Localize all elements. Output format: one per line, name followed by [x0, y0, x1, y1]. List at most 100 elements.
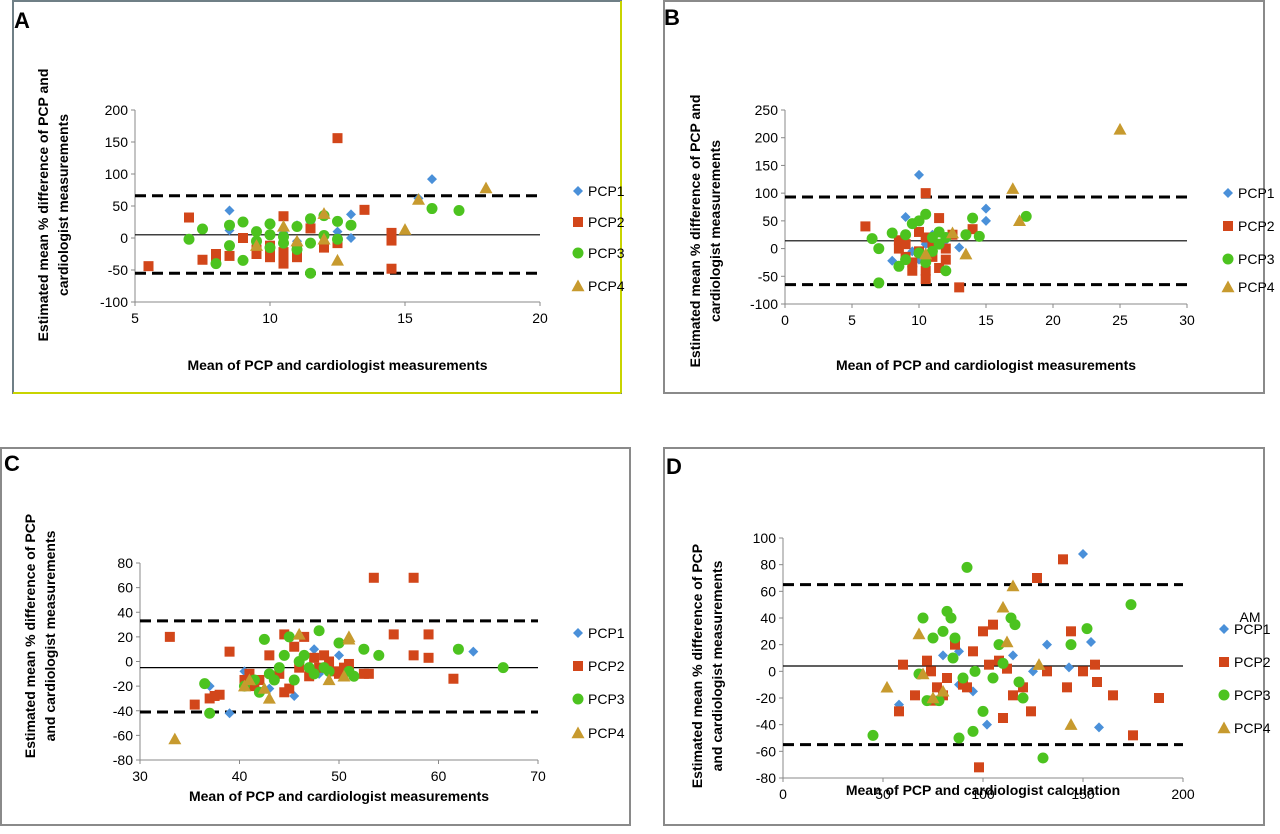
panel-d-pcp3-point [969, 665, 981, 677]
panel-d-legend-pcp4-marker [1217, 721, 1231, 734]
panel-a-pcp3-point [264, 229, 276, 241]
panel-c-pcp3-point [308, 668, 320, 680]
panel-d-pcp2-point [1154, 693, 1164, 703]
panel-d-pcp3-point [987, 672, 999, 684]
panel-b-xtick-label: 20 [1045, 312, 1061, 328]
panel-c-pcp2-point [363, 668, 374, 679]
panel-b-pcp3-point [920, 208, 932, 220]
panel-a-pcp2-point [278, 247, 289, 258]
panel-c-pcp4-point [257, 682, 271, 694]
panel-c-pcp4-point [292, 627, 306, 640]
panel-a-pcp3-point [291, 220, 303, 232]
panel-d-pcp3-point [917, 612, 929, 624]
panel-d-axes: -80 -60 -40 -20 0 20 40 60 80 100 0 50 100 150 200 [753, 530, 1195, 802]
panel-c-pcp3-point [278, 649, 290, 661]
panel-b-pcp4-point [919, 247, 933, 260]
panel-b: B -100 -50 0 50 100 150 200 250 0 5 10 15 20 25 30 Mean … [663, 0, 1275, 394]
panel-a-ytick-label: -50 [108, 262, 128, 278]
panel-d-xtick-label: 150 [1071, 786, 1095, 802]
panel-a-pcp3-point [291, 244, 303, 256]
panel-c-pcp3-point [298, 649, 310, 661]
panel-b-pcp2-point [900, 239, 911, 250]
panel-d-pcp3-point [1125, 599, 1137, 611]
panel-a-y-axis-label: Estimated mean % difference of PCP and [35, 69, 51, 342]
panel-d-legend-pcp3-label: PCP3 [1234, 687, 1271, 703]
panel-b-legend: PCP1 PCP2 PCP3 PCP4 [1221, 185, 1275, 295]
panel-d-ytick-label: -60 [756, 743, 776, 759]
panel-c-legend-pcp1-marker [573, 628, 583, 638]
panel-d-legend-title: AM [1240, 609, 1261, 625]
panel-c-xtick-label: 70 [530, 768, 546, 784]
panel-d-pcp2-point [950, 639, 960, 650]
panel-d-pcp2-point [942, 673, 952, 683]
panel-a-pcp2-point [319, 242, 329, 253]
panel-d-ytick-label: -20 [756, 690, 776, 706]
panel-d-pcp4-point [1000, 635, 1014, 648]
panel-d-xtick-label: 200 [1171, 786, 1195, 802]
panel-d-pcp4-point [996, 600, 1010, 613]
panel-c-ytick-label: 60 [117, 580, 133, 596]
panel-c-pcp2-point [279, 629, 290, 640]
panel-d-pcp4-point [1006, 579, 1020, 592]
panel-a-pcp4-point [277, 219, 290, 232]
panel-d-pcp2-point [1032, 573, 1042, 583]
panel-c-pcp4-point [342, 632, 356, 645]
panel-c-pcp3-point [333, 637, 345, 649]
panel-c-pcp2-point [368, 572, 379, 583]
panel-d-pcp3-point [1009, 619, 1021, 631]
panel-d-pcp1-point [1086, 637, 1096, 647]
panel-a-ytick-label: 200 [105, 102, 129, 118]
panel-d-pcp2-point [1018, 682, 1028, 693]
panel-a-ytick-label: 150 [105, 134, 129, 150]
panel-a-legend: PCP1 PCP2 PCP3 PCP4 [571, 183, 625, 294]
panel-d-pcp1-point [1078, 549, 1088, 559]
panel-c-pcp4-point [237, 679, 251, 692]
panel-d-ytick-label: 60 [760, 583, 776, 599]
panel-d-pcp3-point [997, 657, 1009, 669]
panel-b-legend-pcp3-label: PCP3 [1238, 251, 1275, 267]
panel-b-pcp2-point [920, 274, 931, 285]
panel-a-pcp3-point [264, 242, 276, 254]
panel-b-pcp2-point [920, 188, 931, 199]
panel-a-pcp3-point [278, 231, 289, 243]
panel-c-pcp3-point [288, 674, 300, 686]
panel-c-legend-pcp1-label: PCP1 [588, 625, 625, 641]
panel-c-pcp3-point [268, 674, 280, 686]
panel-d-pcp3-point [867, 729, 879, 741]
panel-d-pcp3-point [1017, 692, 1029, 704]
panel-c-pcp3-point [283, 631, 295, 643]
panel-b-pcp3-point [940, 265, 952, 277]
panel-c-xtick-label: 60 [431, 768, 447, 784]
panel-d-legend-pcp3-marker [1218, 689, 1230, 701]
panel-b-xtick-label: 25 [1112, 312, 1128, 328]
panel-d-pcp3-point [953, 732, 965, 744]
panel-c-pcp3-point [199, 678, 211, 690]
panel-a-pcp2-point [211, 252, 221, 263]
panel-a-pcp2-point [359, 204, 370, 215]
panel-a-pcp1-point [427, 174, 437, 185]
panel-a-pcp3-point [210, 258, 222, 270]
panel-c-pcp2-point [164, 631, 175, 642]
panel-a-pcp3-point [264, 218, 276, 230]
panel-b-y-axis-label: cardiologist measurements [707, 140, 723, 322]
panel-c-pcp2-point [324, 656, 335, 667]
panel-b-pcp3-point [933, 238, 945, 250]
panel-c-pcp2-point [448, 673, 459, 684]
panel-d-legend-pcp1-label: PCP1 [1234, 621, 1271, 637]
panel-d-pcp2-point [984, 659, 994, 670]
panel-c-pcp3-point [348, 670, 360, 682]
panel-b-pcp3-point [1020, 210, 1032, 222]
panel-a-pcp4-point [412, 193, 425, 205]
panel-c-xtick-label: 50 [331, 768, 347, 784]
panel-d-pcp4-point [912, 627, 926, 640]
panel-c-pcp3-point [258, 633, 270, 645]
panel-a-pcp2-point [184, 212, 194, 223]
panel-b-legend-pcp4-label: PCP4 [1238, 279, 1275, 295]
panel-c-ytick-label: -60 [113, 727, 133, 743]
panel-c-pcp3-point [373, 649, 385, 661]
panel-a-ytick-label: 100 [105, 166, 129, 182]
panel-d-pcp3-point [967, 725, 979, 737]
panel-c-pcp3-point [452, 643, 464, 655]
